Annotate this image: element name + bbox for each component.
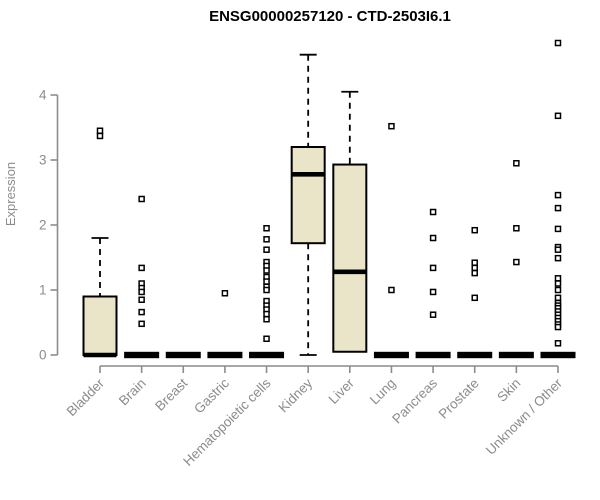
outlier-point <box>96 132 104 140</box>
outlier-point <box>513 258 520 266</box>
outlier-point <box>554 254 562 262</box>
outlier-point <box>554 340 562 347</box>
outlier-point <box>513 225 520 232</box>
outlier-point <box>554 286 562 294</box>
x-axis-label: Unknown / Other <box>483 375 566 458</box>
box-Unknown / Other <box>540 351 576 359</box>
outlier-point <box>138 308 145 316</box>
outlier-point <box>471 269 478 277</box>
outlier-point <box>554 280 562 287</box>
outlier-point <box>138 195 145 203</box>
outlier-point <box>263 278 270 285</box>
outlier-point <box>96 127 104 134</box>
outlier-point <box>138 320 145 328</box>
outlier-point <box>554 39 562 47</box>
box-Bladder <box>82 295 118 356</box>
outlier-point <box>429 208 437 216</box>
outlier-point <box>388 286 395 294</box>
box-Brain <box>124 351 160 359</box>
box-Kidney <box>290 146 326 245</box>
x-axis-label: Skin <box>494 376 523 405</box>
box-Skin <box>498 351 534 359</box>
chart-title: ENSG00000257120 - CTD-2503I6.1 <box>209 8 451 25</box>
box-Pancreas <box>415 351 451 359</box>
outlier-point <box>138 264 145 272</box>
outlier-point <box>554 275 562 282</box>
box-Lung <box>373 351 409 359</box>
box-Breast <box>165 351 201 359</box>
x-axis-label: Bladder <box>64 375 108 419</box>
outlier-point <box>263 316 270 323</box>
box-Hematopoietic cells <box>249 351 285 359</box>
outlier-point <box>263 236 270 243</box>
outlier-point <box>554 112 562 120</box>
outlier-point <box>263 310 270 318</box>
outlier-point <box>554 225 562 233</box>
box-Gastric <box>207 351 243 359</box>
x-axis-label: Breast <box>152 375 190 413</box>
outlier-point <box>388 122 395 130</box>
outlier-point <box>429 288 437 296</box>
y-axis-tick-label: 4 <box>39 88 47 103</box>
outlier-point <box>471 259 478 266</box>
outlier-point <box>471 264 478 272</box>
box-Liver <box>332 163 368 353</box>
outlier-point <box>263 246 270 253</box>
outlier-point <box>429 264 437 272</box>
outlier-point <box>263 225 270 232</box>
x-axis-label: Liver <box>326 375 358 407</box>
outlier-point <box>263 335 270 342</box>
y-axis-tick-label: 3 <box>39 153 47 168</box>
x-axis-label: Gastric <box>191 375 232 416</box>
x-axis-label: Kidney <box>276 375 316 415</box>
outlier-point <box>221 290 229 297</box>
x-axis-label: Prostate <box>436 376 482 422</box>
x-axis-label: Lung <box>367 376 399 408</box>
outlier-point <box>429 234 437 242</box>
outlier-point <box>138 296 145 303</box>
outlier-point <box>554 246 562 253</box>
outlier-point <box>554 294 562 302</box>
y-axis-tick-label: 2 <box>39 218 47 233</box>
outlier-point <box>513 160 520 167</box>
outlier-point <box>554 191 562 199</box>
outlier-point <box>263 286 270 294</box>
y-axis-title: Expression <box>3 162 18 226</box>
y-axis-tick-label: 1 <box>39 283 47 298</box>
outlier-point <box>554 204 562 212</box>
x-axis-label: Pancreas <box>389 375 440 426</box>
outlier-point <box>263 267 270 274</box>
outlier-point <box>471 294 478 302</box>
outlier-point <box>429 311 437 318</box>
outlier-point <box>554 323 562 331</box>
outlier-point <box>471 226 478 234</box>
y-axis-tick-label: 0 <box>39 348 47 363</box>
x-axis-label: Brain <box>116 376 149 409</box>
box-Prostate <box>457 351 493 359</box>
outlier-point <box>138 288 145 296</box>
